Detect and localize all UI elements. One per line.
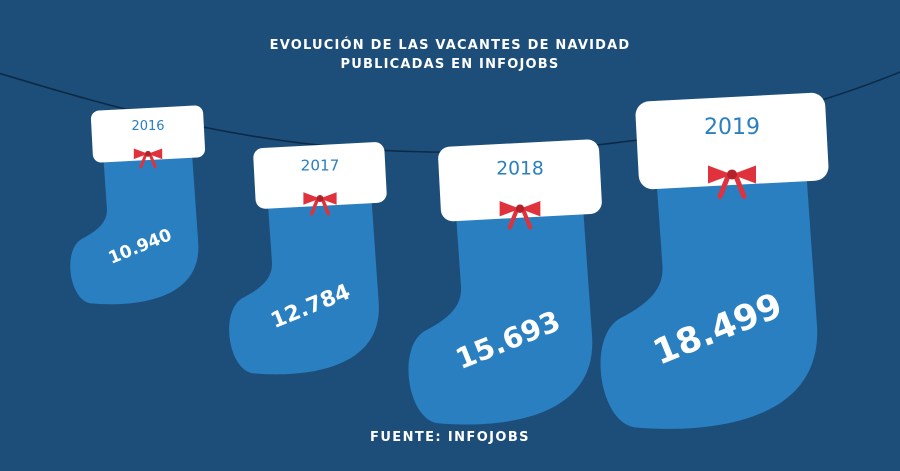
bow-right-loop (320, 192, 337, 205)
bow-right-loop (732, 165, 756, 184)
bow-right-loop (148, 148, 163, 160)
bow-knot (316, 195, 324, 202)
stocking-cuff (253, 142, 387, 209)
chart-title-line-1: EVOLUCIÓN DE LAS VACANTES DE NAVIDAD (269, 38, 631, 53)
stocking-body (70, 136, 199, 305)
stocking-cuff (635, 92, 829, 190)
bow-left-loop (499, 201, 520, 217)
bow-left-loop (303, 192, 320, 205)
bow-knot (145, 150, 151, 157)
bow-ribbons (309, 198, 331, 216)
bow-ribbons (139, 153, 157, 169)
year-label: 2017 (301, 157, 340, 175)
chart-title-line-2: PUBLICADAS EN INFOJOBS (340, 57, 560, 72)
bow-right-loop (520, 201, 541, 217)
source-note: FUENTE: INFOJOBS (370, 430, 530, 445)
year-label: 2016 (131, 119, 164, 134)
stocking-body (229, 177, 379, 375)
stocking-cuff (438, 139, 602, 222)
bow-knot (515, 204, 525, 213)
stocking-body (408, 183, 593, 425)
bow-ribbons (717, 173, 747, 199)
stocking-cuff (90, 105, 206, 163)
bow-left-loop (133, 148, 148, 160)
bow-ribbons (507, 208, 533, 230)
bow-knot (727, 169, 737, 180)
year-label: 2018 (496, 158, 544, 179)
bow-left-loop (708, 165, 732, 184)
stocking-body (600, 144, 817, 429)
year-label: 2019 (704, 115, 760, 140)
